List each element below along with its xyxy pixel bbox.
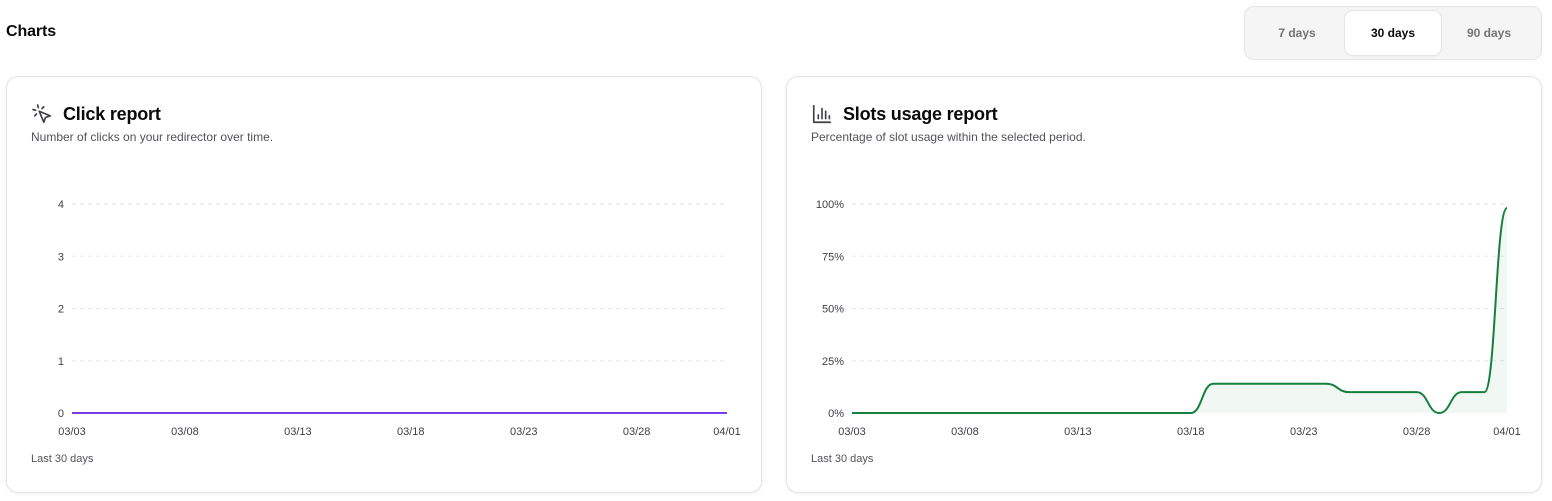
click-report-header: Click report [31, 103, 161, 125]
range-30-days-button[interactable]: 30 days [1345, 11, 1441, 55]
click-report-title: Click report [63, 103, 161, 124]
slots-chart-y-tick: 75% [822, 251, 844, 263]
click-chart-x-tick: 03/03 [58, 426, 86, 438]
bar-chart-icon [812, 104, 832, 124]
slots-usage-card: Slots usage report Percentage of slot us… [786, 76, 1542, 493]
click-chart-y-tick: 1 [58, 356, 64, 368]
click-chart-y-tick: 0 [58, 408, 64, 420]
slots-chart-y-tick: 100% [816, 199, 844, 211]
click-chart-x-tick: 03/18 [397, 426, 425, 438]
time-range-selector: 7 days 30 days 90 days [1244, 6, 1542, 60]
slots-usage-title: Slots usage report [843, 103, 998, 124]
slots-usage-chart: 0% 25% 50% 75% 100% 03/03 03/08 03/13 03/18 03/23… [816, 199, 1521, 438]
slots-chart-area [852, 208, 1507, 413]
slots-usage-header: Slots usage report [811, 103, 998, 125]
slots-chart-line [852, 207, 1508, 415]
click-report-footer: Last 30 days [31, 453, 94, 465]
range-7-days-button[interactable]: 7 days [1278, 26, 1316, 40]
click-report-chart: 0 1 2 3 4 03/03 03/08 03/13 03/18 03/23 03/28 04/01 [58, 199, 741, 438]
slots-chart-x-tick: 03/03 [838, 426, 866, 438]
click-chart-y-tick: 2 [58, 304, 64, 316]
click-chart-x-tick: 03/28 [623, 426, 651, 438]
slots-chart-x-tick: 03/28 [1403, 426, 1431, 438]
slots-chart-y-tick: 0% [828, 408, 844, 420]
slots-chart-y-tick: 25% [822, 356, 844, 368]
slots-usage-footer: Last 30 days [811, 453, 874, 465]
click-report-description: Number of clicks on your redirector over… [31, 130, 274, 144]
click-report-card: Click report Number of clicks on your re… [6, 76, 762, 493]
slots-chart-x-tick: 03/13 [1064, 426, 1092, 438]
range-90-days-button[interactable]: 90 days [1466, 26, 1512, 40]
click-chart-y-tick: 4 [58, 199, 64, 211]
slots-chart-x-tick: 03/18 [1177, 426, 1205, 438]
click-chart-x-tick: 03/23 [510, 426, 538, 438]
slots-chart-x-tick: 03/08 [951, 426, 979, 438]
slots-chart-x-tick: 04/01 [1493, 426, 1521, 438]
click-chart-x-tick: 03/13 [284, 426, 312, 438]
page-title: Charts [6, 23, 57, 40]
slots-usage-description: Percentage of slot usage within the sele… [811, 130, 1086, 144]
slots-chart-y-tick: 50% [822, 304, 844, 316]
slots-chart-x-tick: 03/23 [1290, 426, 1318, 438]
click-chart-x-tick: 03/08 [171, 426, 199, 438]
click-chart-y-tick: 3 [58, 251, 64, 263]
cursor-click-icon [32, 104, 52, 124]
click-chart-x-tick: 04/01 [713, 426, 741, 438]
